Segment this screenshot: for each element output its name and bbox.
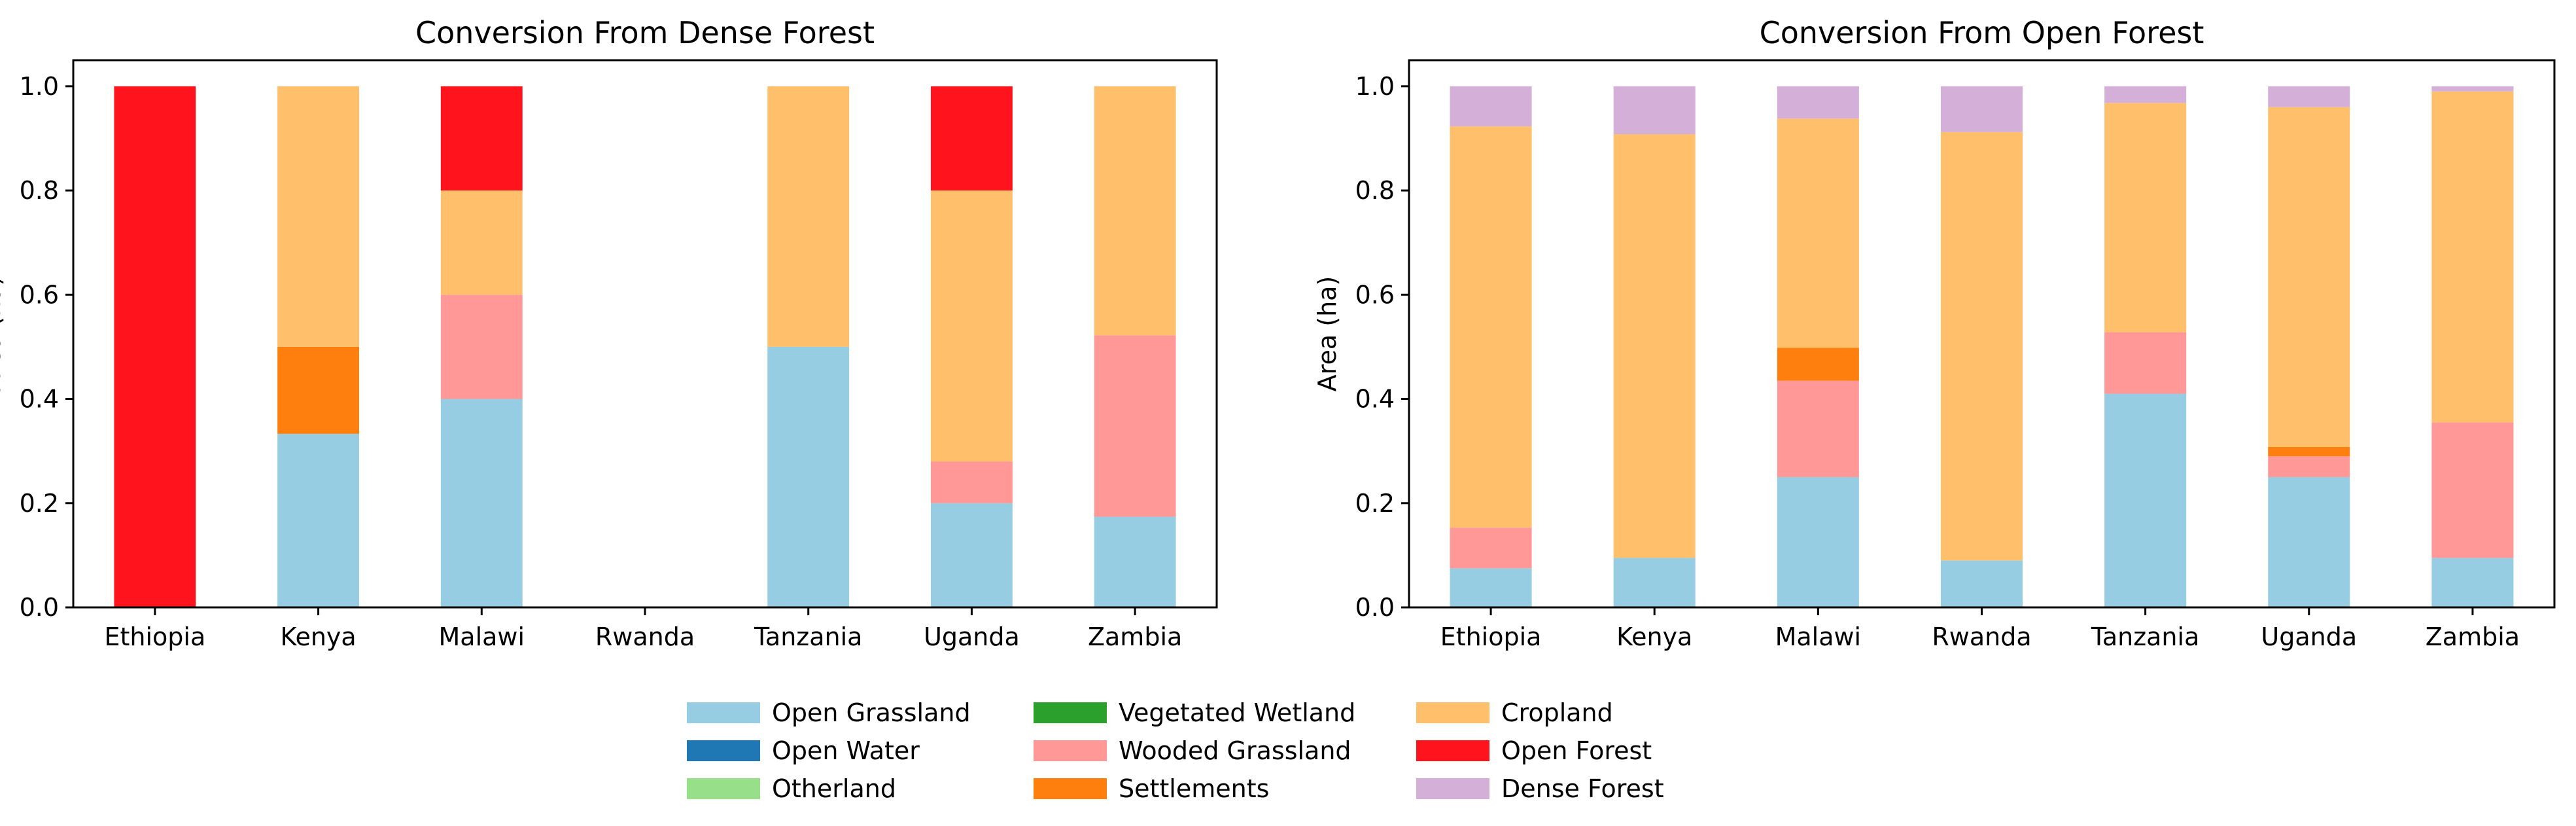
legend-swatch [1416, 740, 1489, 761]
legend-label: Settlements [1119, 774, 1269, 803]
legend-swatch [687, 740, 760, 761]
legend-label: Open Water [772, 736, 920, 765]
legend: Open Grassland Open Water Otherland Vegetat… [687, 698, 1664, 803]
y-axis-label: Area (ha) [1313, 276, 1342, 392]
y-tick-label: 0.4 [1355, 385, 1395, 414]
bar-segment-malawi-wooded-grassland [1777, 380, 1859, 477]
bar-segment-ethiopia-cropland [1450, 126, 1532, 528]
bar-segment-kenya-open-grassland [277, 433, 359, 607]
x-tick-label: Rwanda [1932, 622, 2031, 651]
x-tick-label: Zambia [2426, 622, 2520, 651]
legend-label: Cropland [1501, 698, 1613, 727]
bar-segment-tanzania-wooded-grassland [2104, 332, 2187, 394]
bar-segment-uganda-wooded-grassland [931, 461, 1013, 503]
bar-segment-zambia-cropland [1094, 86, 1176, 336]
bar-segment-kenya-open-grassland [1613, 558, 1696, 607]
y-tick-label: 0.0 [1355, 593, 1395, 622]
bar-segment-zambia-dense-forest [2431, 86, 2514, 92]
y-tick-label: 1.0 [1355, 72, 1395, 101]
bar-segment-ethiopia-wooded-grassland [1450, 528, 1532, 569]
bar-segment-kenya-cropland [1613, 134, 1696, 558]
chart-open-forest: Conversion From Open Forest Area (ha) Et… [1313, 15, 2556, 651]
y-tick-label: 0.8 [1355, 176, 1395, 205]
bar-segment-malawi-cropland [440, 190, 523, 295]
y-tick-label: 0.2 [1355, 489, 1395, 518]
bar-segment-uganda-wooded-grassland [2268, 456, 2350, 477]
legend-swatch [1416, 702, 1489, 723]
legend-label: Open Grassland [772, 698, 971, 727]
chart-title: Conversion From Dense Forest [415, 15, 875, 50]
x-tick-label: Uganda [924, 622, 1020, 651]
y-tick-label: 0.2 [20, 489, 59, 518]
bar-segment-malawi-open-grassland [1777, 476, 1859, 607]
chart-dense-forest: Conversion From Dense Forest Area (ha) E… [0, 15, 1218, 651]
bar-segment-ethiopia-dense-forest [1450, 86, 1532, 127]
bar-segment-zambia-wooded-grassland [1094, 335, 1176, 517]
legend-swatch [1034, 702, 1107, 723]
plot-frame [72, 59, 1218, 609]
x-tick-label: Ethiopia [1440, 622, 1542, 651]
bar-segment-kenya-cropland [277, 86, 359, 347]
x-tick-label: Uganda [2261, 622, 2357, 651]
y-tick-label: 0.8 [20, 176, 59, 205]
bar-segment-zambia-open-grassland [2431, 558, 2514, 607]
y-axis-label: Area (ha) [0, 276, 6, 392]
bar-segment-uganda-open-grassland [931, 503, 1013, 607]
bar-segment-tanzania-open-grassland [767, 346, 850, 607]
x-tick-label: Tanzania [754, 622, 862, 651]
bar-segment-malawi-open-forest [440, 86, 523, 191]
bar-segment-rwanda-dense-forest [1940, 86, 2023, 132]
x-tick-label: Rwanda [595, 622, 695, 651]
chart-title: Conversion From Open Forest [1760, 15, 2204, 50]
bar-segment-rwanda-cropland [1940, 132, 2023, 561]
legend-swatch [1034, 740, 1107, 761]
bar-segment-zambia-open-grassland [1094, 516, 1176, 607]
bar-segment-malawi-settlements [1777, 348, 1859, 381]
x-tick-label: Malawi [439, 622, 525, 651]
legend-label: Vegetated Wetland [1119, 698, 1355, 727]
bar-segment-tanzania-open-grassland [2104, 393, 2187, 607]
x-tick-label: Zambia [1088, 622, 1182, 651]
plot-frame [1408, 59, 2556, 609]
x-tick-label: Malawi [1775, 622, 1862, 651]
y-tick-label: 0.4 [20, 385, 59, 414]
bar-segment-rwanda-open-grassland [1940, 560, 2023, 607]
y-tick-label: 0.0 [20, 593, 59, 622]
legend-swatch [1034, 778, 1107, 799]
bar-segment-uganda-settlements [2268, 446, 2350, 457]
bar-segment-uganda-dense-forest [2268, 86, 2350, 107]
bar-segment-uganda-cropland [931, 190, 1013, 462]
bar-segment-malawi-dense-forest [1777, 86, 1859, 119]
bar-segment-malawi-open-grassland [440, 399, 523, 607]
bar-segment-ethiopia-open-grassland [1450, 568, 1532, 607]
legend-swatch [687, 702, 760, 723]
legend-swatch [687, 778, 760, 799]
bar-segment-uganda-open-grassland [2268, 476, 2350, 607]
x-tick-label: Kenya [280, 622, 356, 651]
y-tick-label: 0.6 [1355, 280, 1395, 309]
x-tick-label: Ethiopia [104, 622, 205, 651]
legend-swatch [1416, 778, 1489, 799]
x-tick-label: Tanzania [2091, 622, 2199, 651]
y-tick-label: 1.0 [20, 72, 59, 101]
bar-segment-tanzania-dense-forest [2104, 86, 2187, 103]
bar-segment-zambia-cropland [2431, 91, 2514, 423]
y-tick-label: 0.6 [20, 280, 59, 309]
legend-label: Dense Forest [1501, 774, 1664, 803]
bar-segment-uganda-open-forest [931, 86, 1013, 191]
bar-segment-malawi-wooded-grassland [440, 295, 523, 399]
bar-segment-tanzania-cropland [2104, 103, 2187, 332]
bar-segment-tanzania-cropland [767, 86, 850, 347]
bar-segment-kenya-dense-forest [1613, 86, 1696, 135]
legend-label: Otherland [772, 774, 896, 803]
legend-label: Open Forest [1501, 736, 1652, 765]
legend-label: Wooded Grassland [1119, 736, 1351, 765]
bar-segment-ethiopia-open-forest [114, 86, 196, 608]
bar-segment-kenya-settlements [277, 346, 359, 434]
bar-segment-uganda-cropland [2268, 107, 2350, 447]
x-tick-label: Kenya [1616, 622, 1692, 651]
bar-segment-zambia-wooded-grassland [2431, 422, 2514, 558]
bar-segment-malawi-cropland [1777, 118, 1859, 348]
